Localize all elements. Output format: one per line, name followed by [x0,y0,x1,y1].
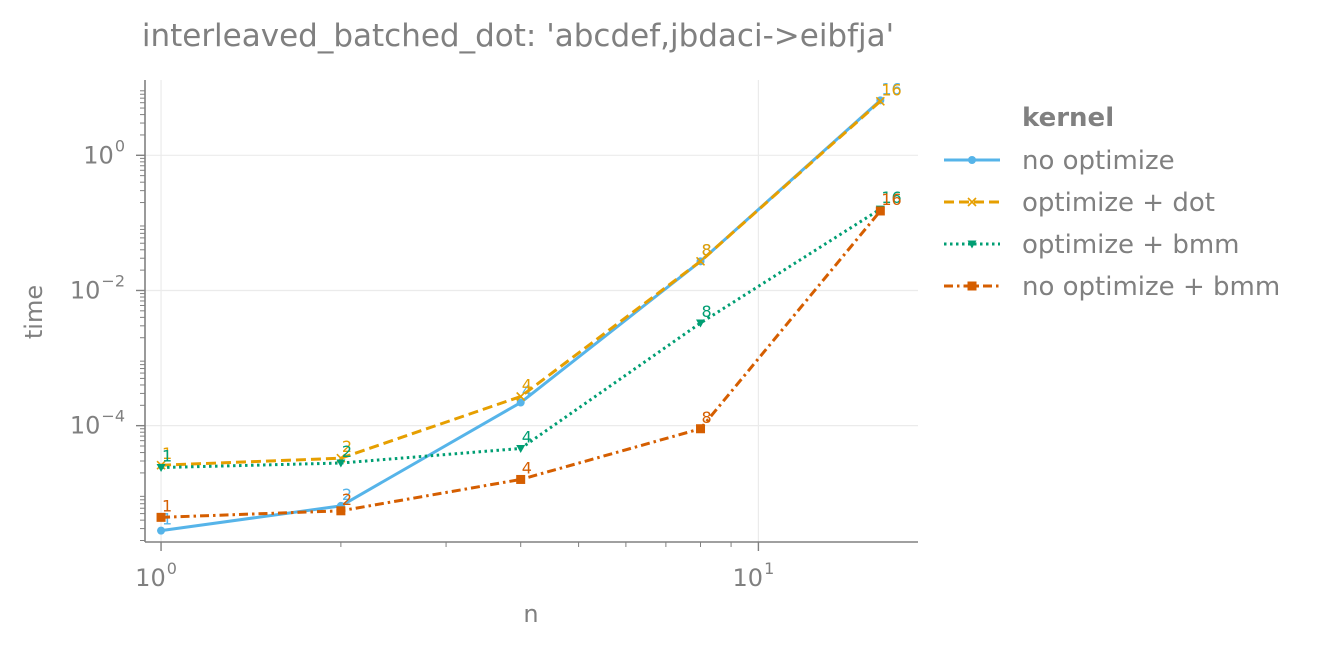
legend-title: kernel [1022,103,1114,133]
x-tick-exponent: 1 [764,559,774,578]
data-label: 4 [522,427,532,446]
legend-swatch-marker [967,281,977,291]
legend-label: no optimize + bmm [1022,272,1280,302]
legend-entry: optimize + dot [944,188,1215,218]
legend-entry: no optimize [944,146,1175,176]
data-label: 1 [162,496,172,515]
data-point [875,96,885,106]
y-tick-label: 10−2 [70,271,125,304]
series-line [161,207,882,470]
data-point [336,459,346,468]
data-label: 4 [522,458,532,477]
data-point [156,464,166,473]
data-label: 8 [702,240,712,259]
data-label: 2 [342,442,352,461]
series-line [160,100,882,467]
data-label: 1 [162,510,172,529]
data-label: 2 [342,485,352,504]
legend-swatch-marker [967,197,977,207]
data-label: 8 [702,240,712,259]
marker-stroke [695,256,706,266]
marker-stroke [516,391,526,402]
data-point [336,506,346,516]
legend-entry: no optimize + bmm [944,272,1280,302]
data-point [516,444,526,453]
data-point [696,424,706,434]
data-point [875,206,885,216]
legend-label: no optimize [1022,146,1175,176]
data-point [157,526,166,535]
series-no-optimize-bmm: 1 2 4 8 16 [156,190,902,522]
data-label: 2 [342,437,352,456]
data-point [696,319,706,328]
data-label: 8 [702,408,712,427]
y-tick-exponent: −4 [101,407,125,426]
legend-entry: optimize + bmm [944,230,1240,260]
series-line [160,99,882,533]
legend-swatch-marker [968,156,976,164]
y-tick-exponent: −2 [101,271,125,290]
series-optimize-dot: 1 2 4 8 16 [156,80,902,470]
series-line [160,210,882,519]
data-point [695,256,706,266]
legend-label: optimize + dot [1022,188,1215,218]
x-tick-label: 100 [135,559,177,592]
data-point [516,398,525,407]
y-axis-label: time [20,285,48,339]
legend-swatch-marker [967,240,977,249]
x-axis-label: n [523,600,538,628]
x-tick-label: 101 [733,559,775,592]
marker-stroke [875,96,885,106]
data-label: 2 [342,490,352,509]
data-point [516,474,526,484]
data-point [156,512,166,522]
x-tick-exponent: 0 [167,559,177,578]
data-label: 8 [702,302,712,321]
data-label: 16 [881,79,901,98]
chart-title: interleaved_batched_dot: 'abcdef,jbdaci-… [142,18,894,54]
y-tick-label: 100 [83,136,125,169]
y-tick-exponent: 0 [115,136,125,155]
data-label: 4 [522,376,532,395]
series-optimize-bmm: 1 2 4 8 16 [156,188,902,473]
data-label: 1 [162,447,172,466]
legend: kernel no optimize optimize + dot optimize… [944,103,1280,302]
legend-label: optimize + bmm [1022,230,1240,260]
data-point [516,391,526,402]
marker-stroke [967,197,977,207]
data-label: 16 [881,188,901,207]
data-label: 1 [162,444,172,463]
y-tick-label: 10−4 [70,407,125,440]
data-label: 16 [881,190,901,209]
data-label: 16 [881,80,901,99]
